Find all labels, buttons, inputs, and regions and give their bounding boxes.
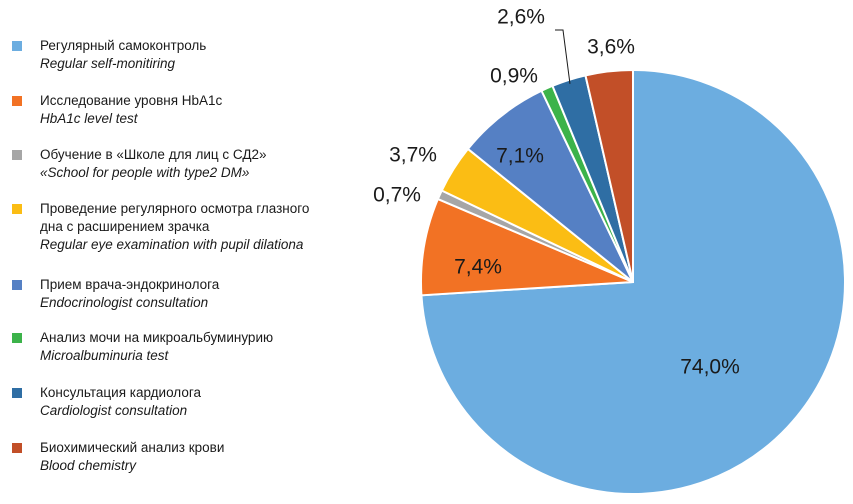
legend-label-en: Regular eye examination with pupil dilat… <box>40 237 304 252</box>
legend-text: Биохимический анализ крови Blood chemist… <box>40 439 340 475</box>
legend-swatch <box>12 443 22 453</box>
legend-label-en: «School for people with type2 DM» <box>40 165 250 180</box>
legend-swatch <box>12 280 22 290</box>
data-label: 0,7% <box>373 184 421 207</box>
legend-text: Обучение в «Школе для лиц с СД2» «School… <box>40 146 340 182</box>
data-label: 3,6% <box>587 36 635 59</box>
leader-lines <box>555 29 571 84</box>
legend-label-ru: Биохимический анализ крови <box>40 440 225 455</box>
legend-label-en: Blood chemistry <box>40 458 137 473</box>
legend-text: Консультация кардиолога Cardiologist con… <box>40 384 340 420</box>
legend-swatch <box>12 41 22 51</box>
legend-label-ru: Прием врача-эндокринолога <box>40 277 220 292</box>
data-label: 2,6% <box>497 6 545 29</box>
legend-label-en: Microalbuminuria test <box>40 348 169 363</box>
legend-text: Прием врача-эндокринолога Endocrinologis… <box>40 276 340 312</box>
legend-swatch <box>12 150 22 160</box>
legend-label-ru: Анализ мочи на микроальбуминурию <box>40 330 274 345</box>
data-label: 74,0% <box>680 356 740 379</box>
legend-text: Анализ мочи на микроальбуминурию Microal… <box>40 329 340 365</box>
legend-swatch <box>12 333 22 343</box>
legend-label-en: Endocrinologist consultation <box>40 295 209 310</box>
pie-slice <box>584 68 634 283</box>
pie-slices <box>420 68 846 495</box>
legend-text: Исследование уровня HbA1c HbA1c level te… <box>40 92 340 128</box>
data-label: 7,4% <box>454 256 502 279</box>
legend-label-ru: Консультация кардиолога <box>40 385 201 400</box>
legend-swatch <box>12 388 22 398</box>
legend-label-ru: Регулярный самоконтроль <box>40 38 207 53</box>
leader-line <box>555 29 571 84</box>
pie-slice <box>420 197 634 297</box>
legend-label-ru: Исследование уровня HbA1c <box>40 93 223 108</box>
data-labels: 74,0% 7,4% 0,7% 3,7% 7,1% 0,9% 2,6% 3,6% <box>373 6 740 379</box>
legend-text: Регулярный самоконтроль Regular self-mon… <box>40 37 340 73</box>
data-label: 7,1% <box>496 145 544 168</box>
legend-label-ru: Проведение регулярного осмотра глазного … <box>40 201 310 234</box>
legend-swatch <box>12 204 22 214</box>
data-label: 3,7% <box>389 144 437 167</box>
data-label: 0,9% <box>490 65 538 88</box>
legend-label-en: Cardiologist consultation <box>40 403 188 418</box>
legend-label-ru: Обучение в «Школе для лиц с СД2» <box>40 147 267 162</box>
legend-label-en: HbA1c level test <box>40 111 138 126</box>
legend-swatch <box>12 96 22 106</box>
legend-text: Проведение регулярного осмотра глазного … <box>40 200 340 254</box>
legend-label-en: Regular self-monitiring <box>40 56 176 71</box>
